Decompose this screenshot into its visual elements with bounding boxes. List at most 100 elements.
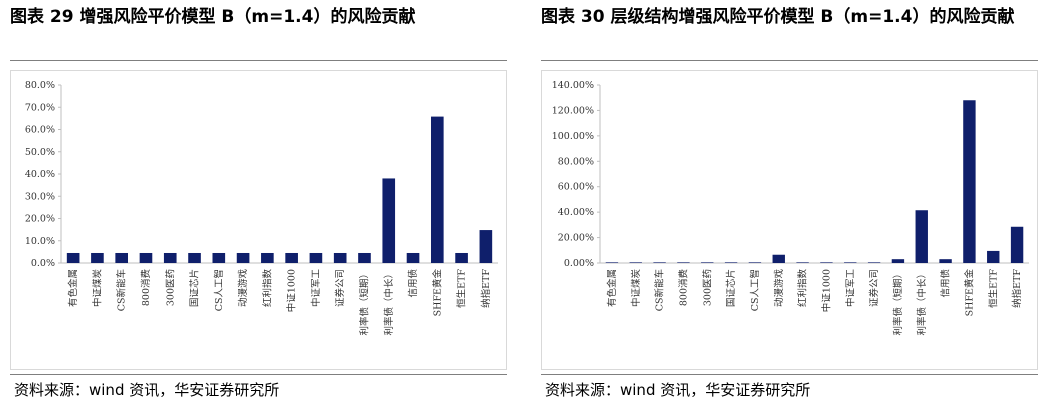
bar <box>163 252 177 263</box>
bar <box>91 252 104 263</box>
bar <box>844 262 857 263</box>
x-category-label: 国证芯片 <box>725 269 737 307</box>
x-category-label: 红利指数 <box>797 269 809 308</box>
x-category-label: 纳指ETF <box>480 269 492 308</box>
title-rule <box>541 60 1038 61</box>
y-tick-label: 0.0% <box>31 258 55 269</box>
x-category-label: 中证煤炭 <box>91 269 103 308</box>
bar <box>701 262 714 263</box>
y-tick-label: 20.00% <box>558 233 594 244</box>
x-category-label: 利率债（中长） <box>383 269 395 336</box>
source-rule <box>541 374 1038 375</box>
x-category-label: 红利指数 <box>261 269 273 308</box>
title-rule <box>10 60 507 61</box>
y-tick-label: 80.0% <box>25 80 55 91</box>
x-category-label: 国证芯片 <box>189 269 201 307</box>
bar <box>285 252 298 263</box>
bar <box>115 252 129 263</box>
bar <box>430 116 444 263</box>
chart-title: 图表 29 增强风险平价模型 B（m=1.4）的风险贡献 <box>10 7 416 27</box>
bar <box>987 250 1000 263</box>
x-category-label: 有色金属 <box>67 269 79 307</box>
x-category-label: 800消费 <box>140 269 152 306</box>
y-tick-label: 10.0% <box>25 236 55 247</box>
y-tick-label: 120.00% <box>552 105 594 116</box>
x-category-label: 纳指ETF <box>1011 269 1023 308</box>
bar <box>212 252 226 263</box>
y-tick-label: 60.0% <box>25 125 55 136</box>
y-tick-label: 70.0% <box>25 102 55 113</box>
bar <box>358 252 371 263</box>
x-category-label: 300医药 <box>702 269 713 306</box>
chart-title: 图表 30 层级结构增强风险平价模型 B（m=1.4）的风险贡献 <box>541 7 1015 27</box>
bar <box>605 262 619 263</box>
x-category-label: CS新能车 <box>116 269 128 311</box>
y-tick-label: 100.00% <box>552 131 594 142</box>
y-tick-label: 20.0% <box>25 214 55 225</box>
bar <box>309 252 323 263</box>
bar <box>629 262 642 263</box>
bar <box>653 262 666 263</box>
x-category-label: 中证军工 <box>310 269 322 308</box>
x-category-label: 证券公司 <box>868 269 880 307</box>
bar <box>382 178 396 263</box>
x-category-label: CS新能车 <box>654 269 666 311</box>
bar <box>939 259 952 263</box>
x-category-label: 信用债 <box>407 269 419 298</box>
source-note: 资料来源：wind 资讯，华安证券研究所 <box>14 381 280 399</box>
bar <box>139 252 153 263</box>
bar <box>188 252 201 263</box>
x-category-label: 恒生ETF <box>987 269 999 308</box>
x-category-label: 动漫游戏 <box>237 269 249 308</box>
bar <box>724 262 738 263</box>
y-tick-label: 60.00% <box>558 182 594 193</box>
x-category-label: 有色金属 <box>606 269 618 307</box>
y-tick-label: 0.00% <box>564 258 594 269</box>
x-category-label: 利率债（短期） <box>358 269 370 336</box>
bar-chart-30: 0.00% 20.00% 40.00% 60.00% 80.00% 100.00% 120.… <box>552 80 1029 336</box>
x-category-label: 800消费 <box>677 269 689 306</box>
source-rule <box>10 374 507 375</box>
x-category-label: 300医药 <box>165 269 176 306</box>
x-category-label: 恒生ETF <box>456 269 468 308</box>
chart-panel-29: 图表 29 增强风险平价模型 B（m=1.4）的风险贡献 0.0% 10.0% 20… <box>0 0 515 406</box>
x-category-label: 信用债 <box>940 269 952 298</box>
bar <box>963 100 976 263</box>
bar <box>66 252 80 263</box>
x-category-label: CS人工智 <box>213 269 225 311</box>
bar-chart-29: 0.0% 10.0% 20.0% 30.0% 40.0% 50.0% 60.0% 70.0% 8… <box>25 80 498 336</box>
bar <box>236 252 250 263</box>
bar <box>772 254 785 263</box>
x-category-label: 利率债（中长） <box>916 269 928 336</box>
y-tick-label: 40.0% <box>25 169 55 180</box>
bar <box>820 262 833 263</box>
chart-panel-30: 图表 30 层级结构增强风险平价模型 B（m=1.4）的风险贡献 0.00% 20… <box>531 0 1046 406</box>
bar <box>333 252 347 263</box>
bar <box>479 230 493 263</box>
x-category-label: SHFE黄金 <box>963 269 975 317</box>
x-category-label: 中证军工 <box>844 269 856 308</box>
y-tick-label: 80.00% <box>558 156 594 167</box>
bar <box>915 210 928 263</box>
chart-frame: 0.0% 10.0% 20.0% 30.0% 40.0% 50.0% 60.0% 70.0% 8… <box>10 70 507 370</box>
chart-frame: 0.00% 20.00% 40.00% 60.00% 80.00% 100.00% 120.… <box>541 70 1038 370</box>
bar <box>891 259 905 263</box>
bar <box>261 252 274 263</box>
bar <box>867 262 881 263</box>
x-category-label: 利率债（短期） <box>892 269 904 336</box>
x-category-label: 中证1000 <box>820 269 832 312</box>
x-category-label: CS人工智 <box>749 269 761 311</box>
x-category-label: SHFE黄金 <box>431 269 443 317</box>
y-tick-label: 140.00% <box>552 80 594 91</box>
bar <box>1010 226 1024 263</box>
bar <box>677 262 690 263</box>
x-category-label: 证券公司 <box>334 269 346 307</box>
bar <box>455 252 468 263</box>
y-tick-label: 30.0% <box>25 191 55 202</box>
x-category-label: 中证煤炭 <box>630 269 642 308</box>
bar <box>406 252 420 263</box>
bar <box>796 262 809 263</box>
y-tick-label: 50.0% <box>25 147 55 158</box>
source-note: 资料来源：wind 资讯，华安证券研究所 <box>545 381 811 399</box>
x-category-label: 动漫游戏 <box>773 269 785 308</box>
